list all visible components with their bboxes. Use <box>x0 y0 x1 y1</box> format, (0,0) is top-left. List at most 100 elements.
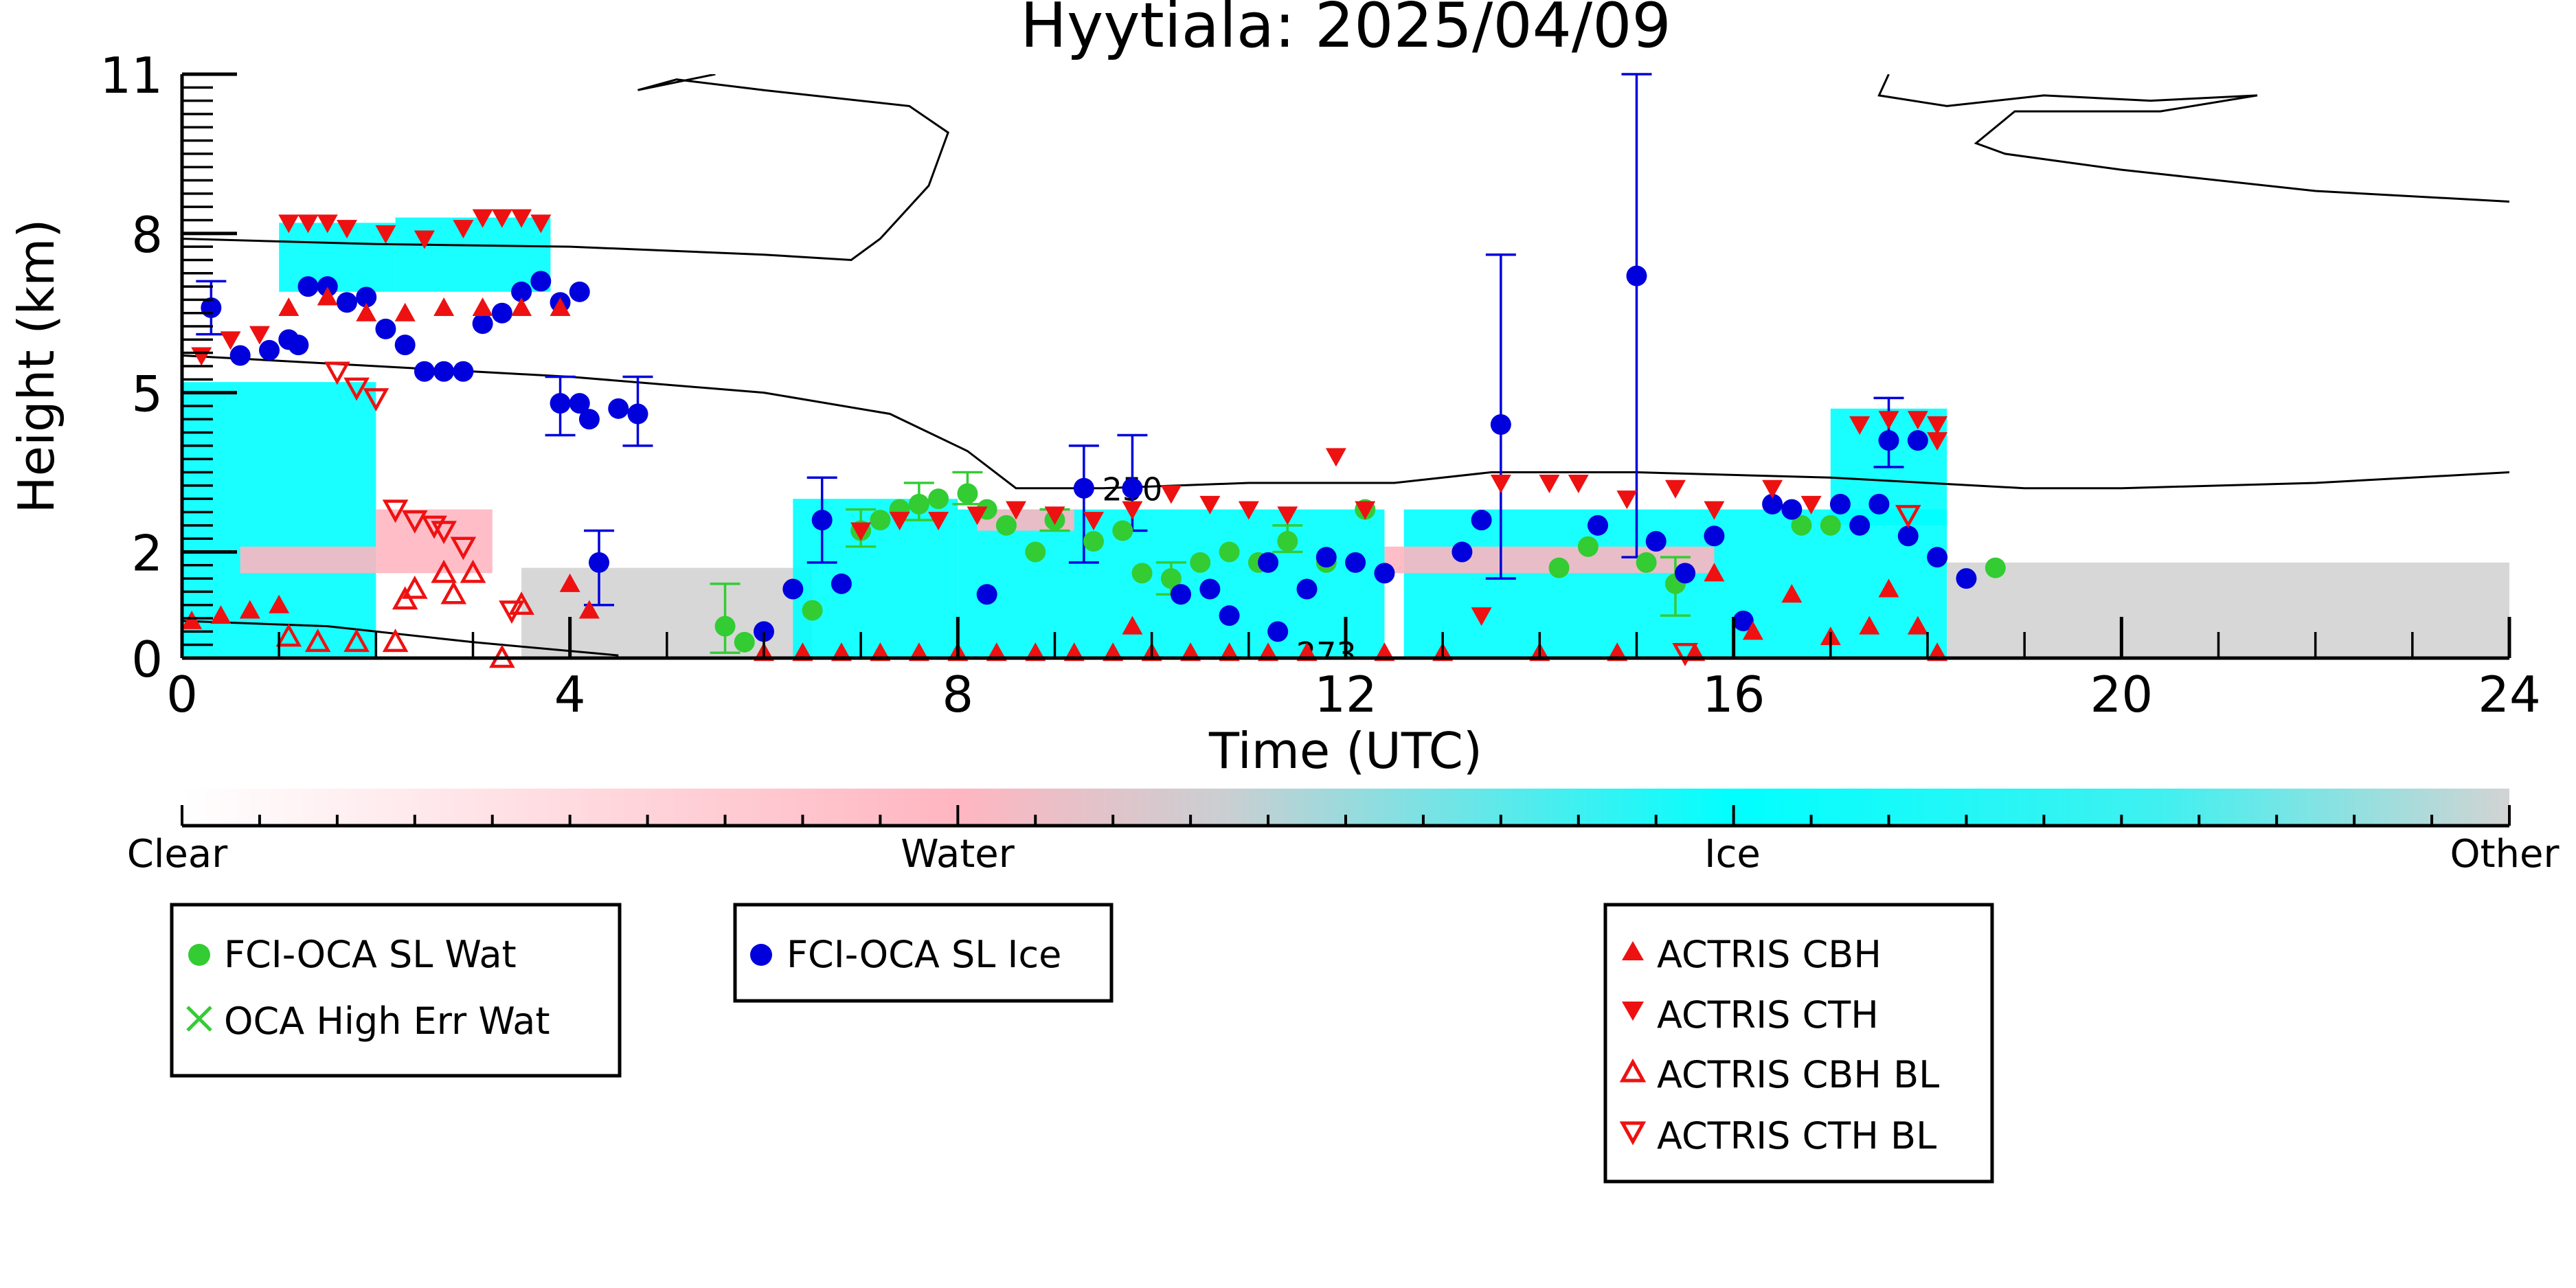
data-point <box>811 510 833 531</box>
data-point <box>1849 416 1871 435</box>
data-point <box>375 225 396 244</box>
data-point <box>1258 552 1279 573</box>
data-point <box>440 580 467 605</box>
data-point <box>1490 475 1511 493</box>
data-point <box>433 297 455 316</box>
data-point <box>1171 584 1192 605</box>
data-point <box>1083 531 1104 552</box>
data-point <box>928 488 949 510</box>
data-point <box>1704 563 1725 582</box>
data-point <box>1897 526 1919 547</box>
data-point <box>431 559 457 583</box>
data-point <box>453 220 474 239</box>
data-point <box>259 339 280 361</box>
legend-box-water <box>170 903 622 1078</box>
data-point <box>1927 547 1948 568</box>
data-point <box>1781 584 1803 603</box>
data-point <box>1636 552 1657 573</box>
data-point <box>578 409 600 430</box>
data-point <box>317 286 338 306</box>
data-point <box>1568 475 1589 493</box>
data-point <box>363 388 389 411</box>
contour-line <box>182 74 950 262</box>
data-point <box>1895 505 1921 528</box>
colorbar-ticks <box>181 805 2511 828</box>
data-point <box>1490 414 1511 435</box>
ice-class-region <box>395 217 551 292</box>
legend-label-oca-ice: FCI-OCA SL Ice <box>787 933 1061 976</box>
contour-line <box>182 354 2509 490</box>
data-point <box>957 483 978 504</box>
data-point <box>1190 552 1211 573</box>
data-point <box>394 335 416 356</box>
data-point <box>608 398 629 419</box>
colorbar-label-clear: Clear <box>127 832 228 877</box>
data-point <box>1219 605 1240 626</box>
data-point <box>1267 621 1289 642</box>
y-tick-label: 11 <box>100 47 163 104</box>
data-point <box>1131 563 1153 584</box>
data-point <box>375 318 396 339</box>
data-point <box>1781 499 1803 520</box>
data-point <box>1820 515 1841 536</box>
legend-actris: ACTRIS CBH ACTRIS CTH ACTRIS CBH BL ACTR… <box>1603 903 1994 1184</box>
data-point <box>1704 501 1725 520</box>
axes: 0 2 5 8 11 0 4 8 12 16 20 24 <box>100 47 2540 723</box>
data-point <box>356 302 377 321</box>
data-point <box>1985 557 2006 578</box>
data-point <box>511 281 532 302</box>
data-point <box>1277 531 1298 552</box>
data-point <box>1927 416 1948 435</box>
ice-class-region <box>182 382 376 658</box>
x-tick-label: 4 <box>554 666 586 723</box>
data-point <box>1626 265 1647 286</box>
data-point <box>343 629 370 653</box>
data-point <box>382 499 409 523</box>
data-point <box>278 297 300 316</box>
ice-class-region <box>279 223 396 292</box>
data-point <box>499 600 525 624</box>
data-point <box>472 209 493 228</box>
data-point <box>1956 568 1977 589</box>
data-point <box>782 578 804 600</box>
data-point <box>336 292 357 313</box>
data-point <box>491 209 512 228</box>
colorbar-label-other: Other <box>2450 832 2560 877</box>
data-point <box>928 512 949 531</box>
contour-line <box>1877 74 2509 203</box>
data-point <box>1199 495 1221 515</box>
data-point <box>1112 520 1133 541</box>
data-point <box>550 297 571 316</box>
legend-box-ice <box>733 903 1114 1003</box>
data-point <box>831 573 852 594</box>
data-point <box>1878 411 1899 430</box>
data-point <box>414 361 435 382</box>
data-point <box>1791 515 1812 536</box>
y-tick-label: 8 <box>131 206 163 264</box>
data-point <box>508 591 534 615</box>
data-point <box>1025 541 1046 563</box>
data-point <box>1907 430 1928 451</box>
x-axis-label: Time (UTC) <box>1208 722 1482 780</box>
data-point <box>530 271 552 292</box>
data-point <box>1219 541 1240 563</box>
legend-label-high-err-wat: OCA High Err Wat <box>224 999 550 1043</box>
data-point <box>297 276 319 297</box>
data-point <box>1374 563 1395 584</box>
legend-label-cbh: ACTRIS CBH <box>1657 933 1882 976</box>
data-point <box>569 393 590 414</box>
colorbar-label-ice: Ice <box>1704 832 1761 877</box>
data-point <box>967 506 988 526</box>
y-tick-label: 5 <box>131 365 163 423</box>
data-point <box>550 393 571 414</box>
legend-box-actris <box>1603 903 1994 1184</box>
data-point <box>1859 615 1880 635</box>
data-point <box>297 214 319 234</box>
data-point <box>589 552 610 573</box>
data-point <box>1122 501 1143 520</box>
legend-marker-cth-bl <box>1619 1121 1647 1146</box>
data-point <box>578 600 600 619</box>
data-point <box>627 403 648 425</box>
data-point <box>1238 501 1259 520</box>
